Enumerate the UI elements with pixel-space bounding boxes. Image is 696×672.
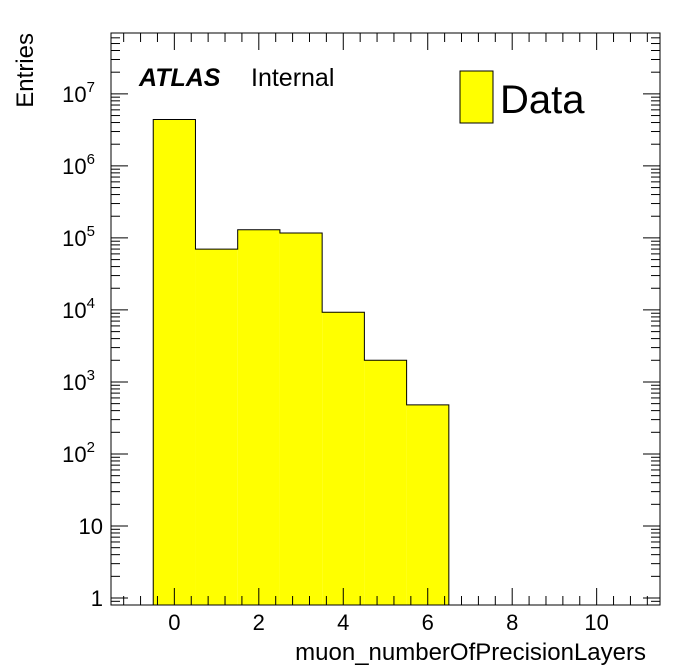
x-tick-label: 8 — [506, 610, 518, 635]
histogram-outline — [152, 119, 450, 605]
x-tick-label: 6 — [422, 610, 434, 635]
y-tick-label: 103 — [62, 367, 95, 395]
y-axis-label: Entries — [12, 33, 39, 108]
y-tick-label: 107 — [62, 79, 95, 107]
legend-swatch — [459, 70, 494, 124]
axis-ticks — [111, 32, 660, 606]
x-tick-label: 4 — [337, 610, 349, 635]
histogram-bar — [322, 312, 365, 605]
histogram-bar — [279, 232, 323, 605]
y-tick-label: 102 — [62, 439, 95, 467]
x-tick-label: 10 — [584, 610, 608, 635]
histogram-bar — [195, 249, 238, 605]
x-axis-label: muon_numberOfPrecisionLayers — [295, 639, 646, 666]
y-tick-label: 10 — [79, 514, 103, 539]
histogram-bar — [153, 119, 196, 605]
y-tick-label: 105 — [62, 223, 95, 251]
legend-label: Data — [500, 78, 585, 122]
y-tick-labels: 1 10 102 103 104 105 106 107 — [62, 79, 103, 611]
histogram-bar — [406, 404, 449, 605]
plot-frame — [110, 32, 661, 606]
y-tick-label: 106 — [62, 151, 95, 179]
histogram-bar — [237, 229, 280, 605]
x-tick-label: 0 — [168, 610, 180, 635]
histogram-bars — [152, 119, 450, 605]
histogram-bar — [364, 360, 407, 605]
x-tick-labels: 0 2 4 6 8 10 — [168, 610, 609, 635]
y-tick-label: 104 — [62, 295, 95, 323]
internal-label: Internal — [251, 64, 334, 92]
x-tick-label: 2 — [253, 610, 265, 635]
y-tick-label: 1 — [91, 586, 103, 611]
atlas-label: ATLAS — [138, 64, 221, 92]
